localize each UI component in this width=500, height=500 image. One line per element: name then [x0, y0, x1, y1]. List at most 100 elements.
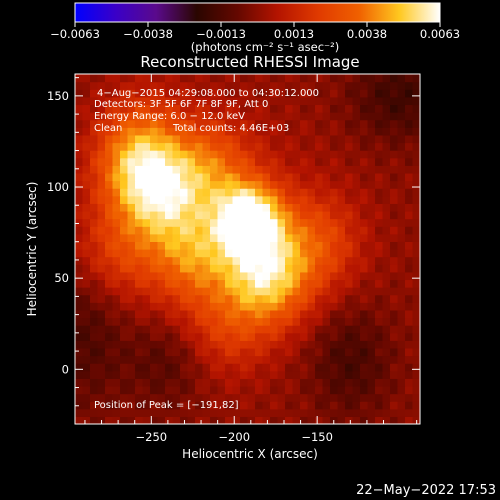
heatmap-cell: [292, 264, 301, 273]
heatmap-cell: [210, 408, 219, 417]
heatmap-cell: [352, 119, 361, 128]
heatmap-cell: [202, 112, 211, 121]
heatmap-cell: [202, 119, 211, 128]
heatmap-cell: [90, 241, 99, 250]
heatmap-cell: [247, 294, 256, 303]
heatmap-cell: [337, 279, 346, 288]
heatmap-cell: [210, 347, 219, 357]
heatmap-cell: [397, 393, 406, 402]
heatmap-cell: [292, 317, 301, 326]
heatmap-cell: [210, 157, 219, 166]
heatmap-cell: [172, 294, 181, 303]
heatmap-cell: [82, 340, 91, 349]
heatmap-cell: [382, 218, 391, 227]
heatmap-cell: [382, 249, 391, 258]
heatmap-cell: [397, 112, 406, 121]
heatmap-cell: [97, 309, 106, 319]
heatmap-cell: [390, 96, 399, 106]
heatmap-cell: [270, 89, 279, 98]
heatmap-cell: [195, 81, 204, 90]
heatmap-cell: [390, 385, 399, 395]
heatmap-cell: [97, 81, 106, 90]
heatmap-cell: [112, 325, 121, 334]
heatmap-cell: [135, 172, 144, 182]
heatmap-cell: [315, 302, 324, 311]
heatmap-cell: [195, 203, 204, 212]
heatmap-cell: [90, 203, 99, 212]
heatmap-cell: [217, 317, 226, 326]
heatmap-cell: [352, 150, 361, 159]
heatmap-cell: [75, 241, 84, 250]
heatmap-cell: [255, 294, 264, 303]
heatmap-cell: [277, 332, 286, 341]
heatmap-cell: [292, 104, 301, 113]
heatmap-cell: [292, 393, 301, 402]
heatmap-cell: [330, 317, 339, 326]
heatmap-cell: [165, 172, 174, 182]
heatmap-cell: [367, 96, 376, 106]
heatmap-cell: [285, 378, 294, 387]
heatmap-cell: [142, 355, 151, 364]
heatmap-cell: [367, 279, 376, 288]
heatmap-cell: [180, 157, 189, 166]
heatmap-cell: [382, 203, 391, 212]
heatmap-cell: [142, 363, 151, 372]
heatmap-cell: [285, 157, 294, 166]
heatmap-cell: [180, 203, 189, 212]
heatmap-cell: [255, 378, 264, 387]
heatmap-cell: [225, 127, 234, 136]
heatmap-cell: [75, 119, 84, 128]
heatmap-cell: [120, 408, 129, 417]
heatmap-cell: [330, 74, 339, 83]
heatmap-cell: [375, 127, 384, 136]
heatmap-cell: [367, 378, 376, 387]
heatmap-cell: [157, 332, 166, 341]
heatmap-cell: [105, 256, 114, 265]
heatmap-cell: [187, 287, 196, 296]
heatmap-cell: [187, 165, 196, 174]
heatmap-cell: [397, 332, 406, 341]
heatmap-cell: [172, 188, 181, 197]
heatmap-cell: [412, 218, 420, 227]
heatmap-cell: [135, 112, 144, 121]
heatmap-cell: [300, 408, 309, 417]
heatmap-cell: [82, 309, 91, 319]
heatmap-cell: [232, 203, 241, 212]
heatmap-cell: [397, 203, 406, 212]
heatmap-cell: [262, 180, 271, 189]
heatmap-cell: [255, 279, 264, 288]
heatmap-cell: [82, 408, 91, 417]
heatmap-cell: [112, 150, 121, 159]
heatmap-cell: [127, 416, 136, 424]
heatmap-cell: [105, 127, 114, 136]
heatmap-cell: [315, 81, 324, 90]
heatmap-cell: [375, 172, 384, 182]
heatmap-cell: [75, 188, 84, 197]
heatmap-cell: [345, 119, 354, 128]
heatmap-cell: [307, 195, 316, 204]
heatmap-cell: [210, 416, 219, 424]
heatmap-cell: [97, 188, 106, 197]
heatmap-cell: [202, 150, 211, 159]
heatmap-cell: [105, 294, 114, 303]
heatmap-cell: [97, 241, 106, 250]
heatmap-cell: [285, 142, 294, 151]
heatmap-cell: [217, 332, 226, 341]
heatmap-cell: [307, 370, 316, 379]
heatmap-cell: [232, 180, 241, 189]
heatmap-cell: [142, 325, 151, 334]
heatmap-cell: [360, 325, 369, 334]
heatmap-cell: [375, 96, 384, 106]
heatmap-cell: [382, 271, 391, 281]
heatmap-cell: [112, 134, 121, 144]
heatmap-cell: [150, 393, 159, 402]
heatmap-cell: [277, 180, 286, 189]
heatmap-cell: [97, 317, 106, 326]
heatmap-cell: [390, 241, 399, 250]
heatmap-cell: [150, 210, 159, 220]
heatmap-cell: [360, 393, 369, 402]
heatmap-cell: [142, 401, 151, 410]
heatmap-cell: [240, 172, 249, 182]
heatmap-cell: [135, 317, 144, 326]
heatmap-cell: [75, 165, 84, 174]
